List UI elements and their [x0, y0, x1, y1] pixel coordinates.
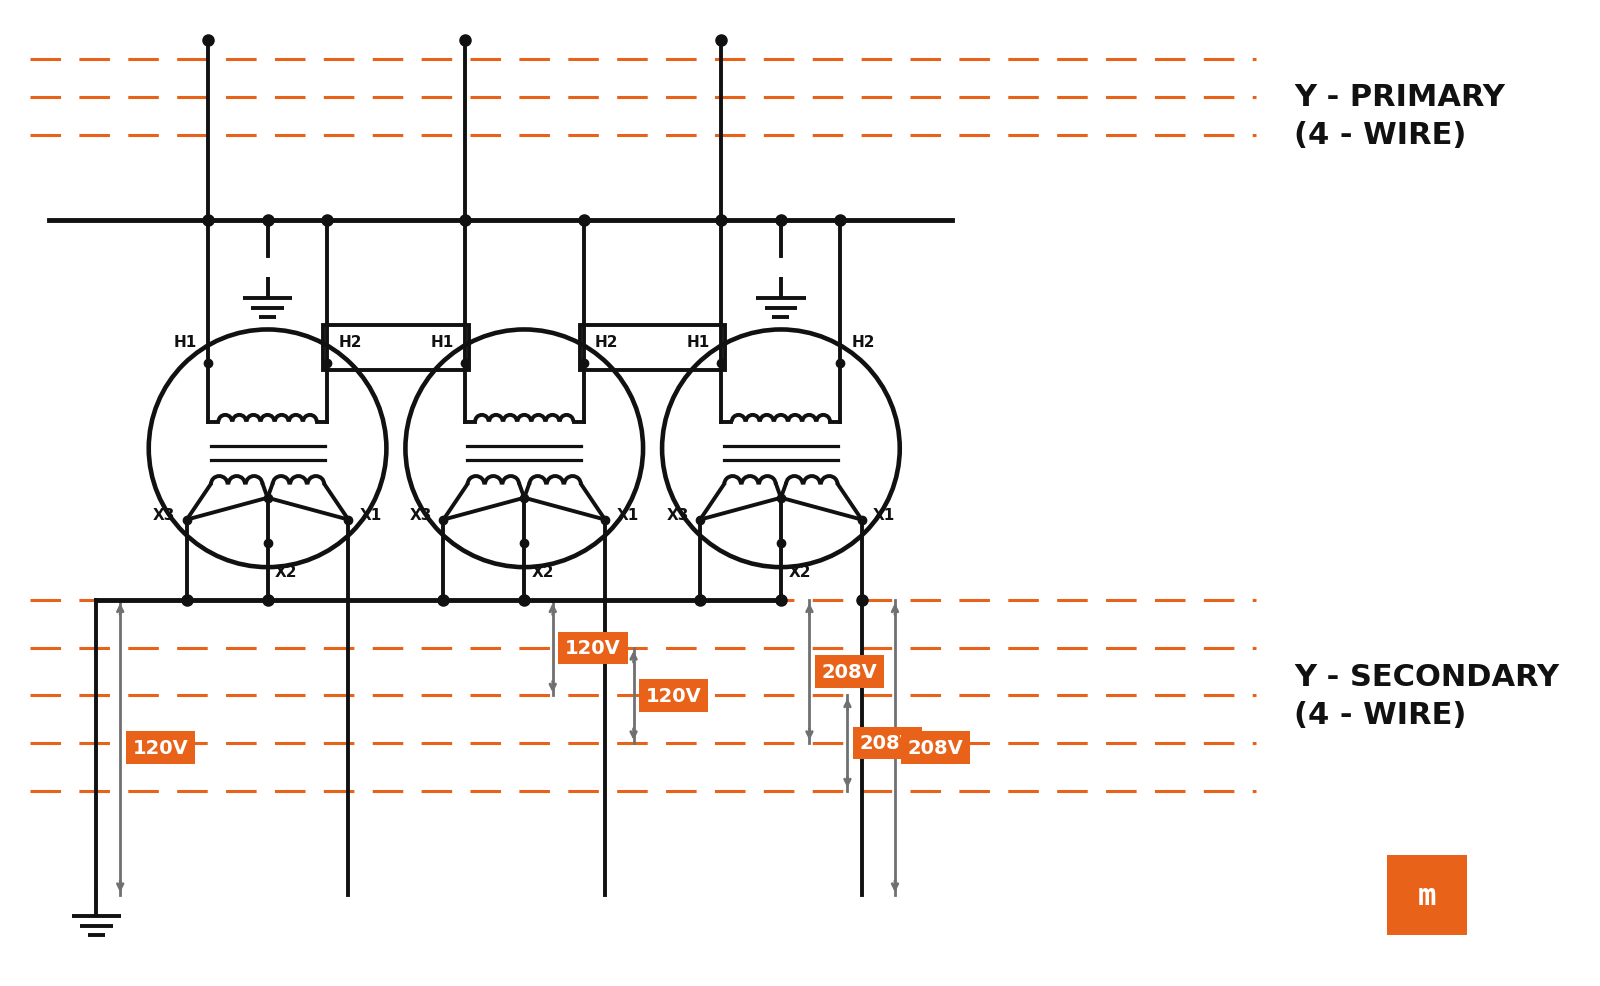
FancyBboxPatch shape — [1387, 855, 1467, 935]
Text: 208V: 208V — [907, 739, 963, 757]
Text: 120V: 120V — [565, 639, 621, 658]
Text: X1: X1 — [616, 508, 638, 523]
Text: H1: H1 — [173, 335, 197, 350]
Text: H2: H2 — [338, 335, 362, 350]
Text: Y - PRIMARY
(4 - WIRE): Y - PRIMARY (4 - WIRE) — [1294, 83, 1506, 150]
Text: H2: H2 — [595, 335, 619, 350]
Text: H1: H1 — [430, 335, 453, 350]
Text: X1: X1 — [360, 508, 382, 523]
Text: 208V: 208V — [822, 663, 877, 681]
Text: X1: X1 — [874, 508, 896, 523]
Text: 120V: 120V — [133, 739, 189, 757]
Text: Y - SECONDARY
(4 - WIRE): Y - SECONDARY (4 - WIRE) — [1294, 663, 1560, 730]
Text: H1: H1 — [686, 335, 710, 350]
Text: X3: X3 — [666, 508, 688, 523]
Text: 120V: 120V — [646, 686, 702, 705]
Text: X3: X3 — [410, 508, 432, 523]
Text: X2: X2 — [531, 565, 554, 580]
Text: 208V: 208V — [859, 734, 915, 752]
Text: X2: X2 — [275, 565, 298, 580]
Text: m: m — [1418, 880, 1437, 910]
Text: X3: X3 — [154, 508, 176, 523]
Text: X2: X2 — [789, 565, 811, 580]
Text: H2: H2 — [851, 335, 875, 350]
